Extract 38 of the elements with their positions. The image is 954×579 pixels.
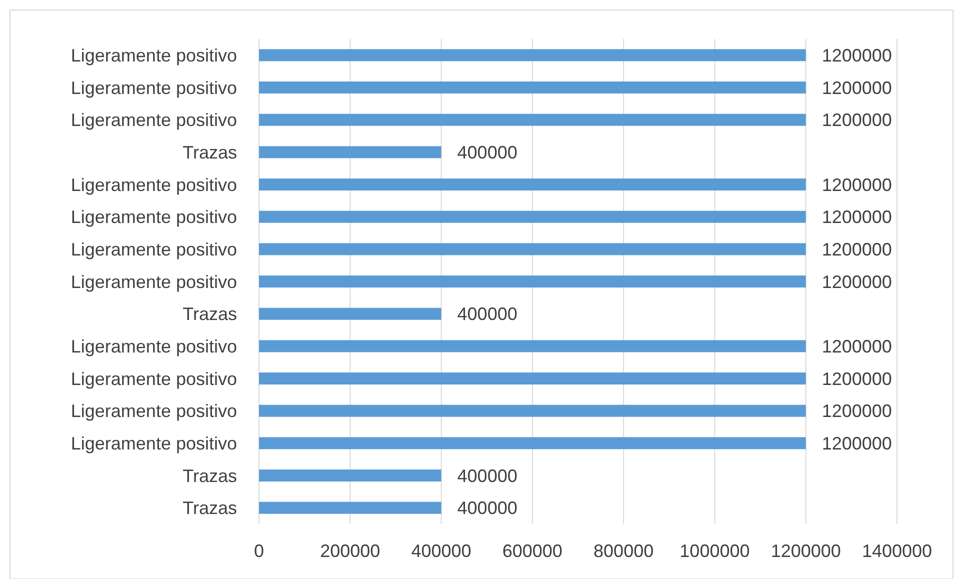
data-label: 400000 <box>457 466 518 486</box>
y-tick-label: Trazas <box>182 466 237 486</box>
y-tick-label: Ligeramente positivo <box>70 110 237 130</box>
data-label: 400000 <box>457 498 518 518</box>
y-tick-label: Ligeramente positivo <box>70 401 237 422</box>
x-tick-label: 600000 <box>502 541 562 561</box>
y-tick-label: Trazas <box>182 142 237 162</box>
data-label: 1200000 <box>822 401 892 422</box>
y-tick-label: Ligeramente positivo <box>70 433 237 454</box>
y-tick-label: Ligeramente positivo <box>70 174 237 195</box>
y-tick-label: Ligeramente positivo <box>70 272 237 292</box>
y-tick-label: Ligeramente positivo <box>70 239 237 260</box>
y-tick-label: Trazas <box>182 304 237 324</box>
data-label: 1200000 <box>822 174 892 195</box>
x-tick-label: 0 <box>254 541 264 561</box>
data-label: 1200000 <box>822 272 892 292</box>
data-label: 1200000 <box>822 110 892 130</box>
x-tick-label: 400000 <box>411 541 472 561</box>
y-tick-label: Ligeramente positivo <box>70 78 237 98</box>
x-tick-label: 1200000 <box>770 541 841 561</box>
x-tick-label: 800000 <box>594 541 654 561</box>
x-tick-label: 1000000 <box>680 541 750 561</box>
y-tick-label: Ligeramente positivo <box>70 45 237 66</box>
data-label: 400000 <box>457 304 518 324</box>
data-label: 400000 <box>457 142 518 162</box>
data-label: 1200000 <box>822 239 892 260</box>
data-label: 1200000 <box>822 78 892 98</box>
data-label: 1200000 <box>822 336 892 356</box>
y-tick-label: Ligeramente positivo <box>70 207 237 228</box>
data-label: 1200000 <box>822 433 892 454</box>
x-tick-label: 200000 <box>320 541 380 561</box>
y-tick-label: Ligeramente positivo <box>70 368 237 389</box>
y-tick-label: Trazas <box>182 498 237 518</box>
data-label: 1200000 <box>822 45 892 66</box>
x-tick-label: 1400000 <box>862 541 932 561</box>
data-label: 1200000 <box>822 207 892 228</box>
y-tick-label: Ligeramente positivo <box>70 336 237 356</box>
data-label: 1200000 <box>822 368 892 389</box>
